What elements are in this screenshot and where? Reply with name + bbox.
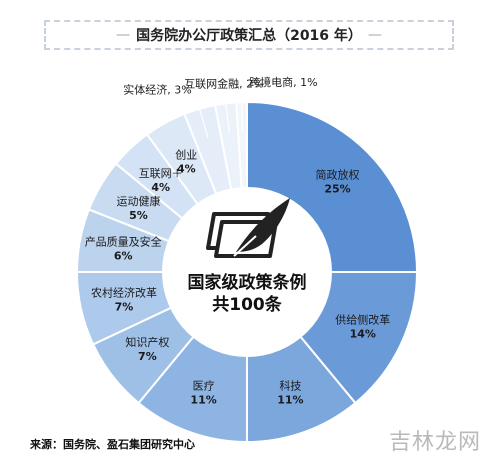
slice-label-name: 简政放权 bbox=[316, 168, 360, 182]
source-note: 来源：国务院、盈石集团研究中心 bbox=[30, 438, 195, 451]
slice-label-value: 11% bbox=[190, 393, 216, 406]
leader-line bbox=[240, 92, 244, 133]
slice-label-value: 4% bbox=[151, 181, 170, 194]
center-label-line1: 国家级政策条例 bbox=[188, 272, 307, 293]
slice-label: 实体经济, 3% bbox=[123, 82, 191, 96]
slice-label-value: 25% bbox=[324, 183, 350, 196]
slice-label: 跨境电商, 1% bbox=[249, 75, 317, 89]
center-label-line2: 共100条 bbox=[212, 294, 282, 315]
slice-label: 互联网金融, 2% bbox=[184, 77, 263, 91]
chart-title-year: （2016 年） bbox=[276, 28, 362, 44]
slice-label-value: 7% bbox=[115, 301, 134, 314]
slice-label-value: 14% bbox=[350, 328, 376, 341]
slice-label-name: 创业 bbox=[175, 149, 197, 162]
chart-title: — 国务院办公厅政策汇总 （2016 年） — bbox=[44, 20, 454, 50]
slice-label-value: 5% bbox=[129, 209, 148, 222]
slice-label-name: 农村经济改革 bbox=[91, 286, 157, 300]
document-feather-icon bbox=[206, 198, 290, 258]
slice-label-name: 医疗 bbox=[193, 378, 215, 392]
slice-label-name: 互联网＋ bbox=[139, 167, 183, 180]
slice-label-value: 11% bbox=[277, 393, 303, 406]
slice-labels: 简政放权25%供给侧改革14%科技11%医疗11%知识产权7%农村经济改革7%产… bbox=[85, 75, 391, 406]
donut-hole bbox=[162, 187, 332, 357]
slice-label-name: 产品质量及安全 bbox=[85, 234, 162, 248]
slice-label-name: 供给侧改革 bbox=[335, 313, 390, 327]
watermark: 吉林龙网 bbox=[388, 430, 481, 455]
slice-label-value: 6% bbox=[114, 249, 133, 262]
chart-title-main: 国务院办公厅政策汇总 bbox=[136, 28, 277, 44]
slice-label-value: 7% bbox=[138, 350, 157, 363]
slice-label-name: 运动健康 bbox=[117, 194, 161, 208]
slice-label-name: 科技 bbox=[279, 378, 301, 392]
leader-line bbox=[223, 93, 231, 134]
slice-label-value: 4% bbox=[177, 163, 196, 176]
leader-line bbox=[196, 98, 209, 138]
slice-label-name: 知识产权 bbox=[125, 335, 169, 349]
